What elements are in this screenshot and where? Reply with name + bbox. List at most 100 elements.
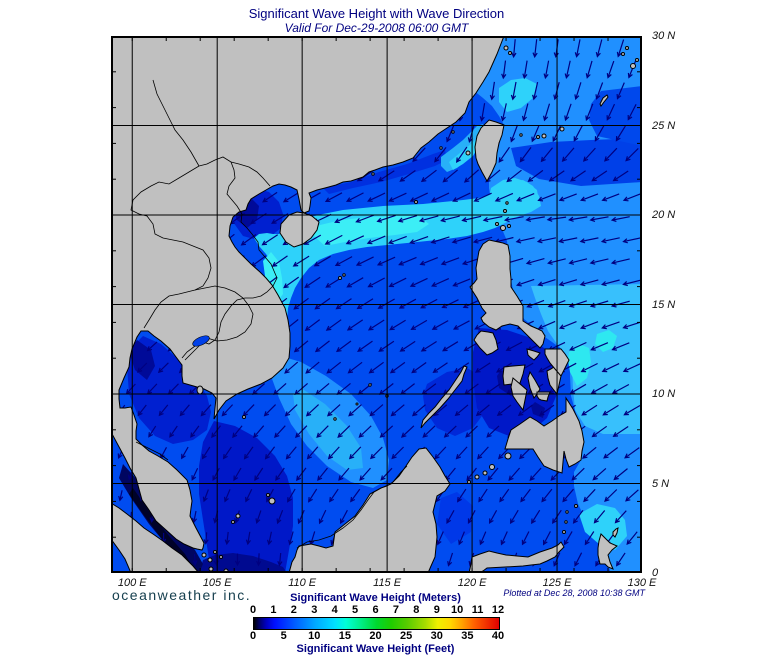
- wave-direction-arrow: [574, 82, 582, 101]
- wave-direction-arrow: [500, 103, 507, 122]
- wave-direction-arrow: [434, 147, 447, 163]
- lon-label: 120 E: [457, 577, 487, 589]
- wave-direction-arrow: [527, 169, 544, 182]
- wave-direction-arrow: [245, 488, 253, 503]
- wave-direction-arrow: [285, 446, 297, 460]
- feet-tick-label: 15: [338, 630, 351, 642]
- wave-direction-arrow: [355, 256, 374, 266]
- land-halmahera: [597, 533, 618, 570]
- wave-direction-arrow: [522, 60, 528, 80]
- wave-direction-arrow: [221, 404, 234, 417]
- lon-label: 110 E: [288, 577, 317, 589]
- wave-direction-arrow: [612, 170, 629, 182]
- wave-direction-arrow: [622, 363, 641, 373]
- wave-direction-arrow: [324, 192, 343, 202]
- wave-direction-arrow: [610, 216, 630, 222]
- wave-direction-arrow: [601, 193, 620, 202]
- wave-direction-arrow: [602, 404, 619, 416]
- wave-direction-arrow: [200, 404, 212, 417]
- wave-direction-arrow: [232, 425, 243, 439]
- wave-direction-arrow: [511, 39, 517, 59]
- wave-direction-arrow: [446, 124, 455, 143]
- wave-direction-arrow: [613, 468, 628, 481]
- wave-direction-arrow: [603, 447, 619, 459]
- wave-direction-arrow: [590, 383, 608, 394]
- wave-direction-arrow: [304, 276, 321, 288]
- wave-direction-arrow: [600, 279, 620, 287]
- wave-direction-arrow: [190, 425, 200, 438]
- land-morotai: [612, 527, 619, 538]
- wave-direction-arrow: [625, 147, 639, 162]
- wave-direction-arrow: [615, 552, 626, 567]
- wave-direction-arrow: [531, 124, 540, 143]
- meters-tick-label: 0: [249, 604, 257, 616]
- wave-direction-arrow: [377, 298, 395, 309]
- wave-direction-arrow: [475, 404, 490, 417]
- land-panay: [502, 364, 526, 386]
- wave-direction-arrow: [614, 510, 627, 524]
- wave-direction-arrow: [478, 488, 488, 503]
- lat-label: 10 N: [652, 388, 676, 400]
- wave-direction-arrow: [611, 383, 630, 394]
- feet-tick-label: 40: [491, 630, 505, 642]
- wave-map-svg: [111, 36, 642, 573]
- meters-tick-label: 5: [352, 604, 359, 616]
- valid-time-subtitle: Valid For Dec-29-2008 06:00 GMT: [284, 21, 469, 35]
- lon-label: 100 E: [117, 577, 147, 589]
- wave-direction-arrow: [579, 279, 599, 287]
- wave-direction-arrow: [292, 255, 310, 267]
- lat-label: 0: [652, 567, 659, 579]
- lat-label: 15 N: [652, 298, 676, 311]
- meters-tick-label: 3: [311, 604, 318, 616]
- wave-direction-arrow: [626, 531, 638, 545]
- wave-direction-arrow: [499, 488, 510, 503]
- wave-direction-arrow: [440, 215, 460, 223]
- wave-direction-arrow: [579, 321, 599, 330]
- wave-direction-arrow: [314, 340, 330, 353]
- wave-direction-arrow: [519, 147, 532, 163]
- wave-direction-arrow: [282, 191, 300, 203]
- wave-direction-arrow: [191, 510, 198, 524]
- wave-direction-arrow: [569, 341, 587, 351]
- wave-direction-arrow: [606, 60, 615, 79]
- wave-direction-arrow: [422, 425, 436, 438]
- wave-direction-arrow: [455, 146, 468, 164]
- wave-direction-arrow: [202, 489, 209, 503]
- wave-direction-arrow: [482, 215, 503, 223]
- wave-direction-arrow: [458, 531, 465, 546]
- wave-direction-arrow: [397, 215, 418, 223]
- wave-direction-arrow: [334, 256, 353, 266]
- meters-tick-label: 8: [413, 604, 420, 616]
- wave-direction-arrow: [400, 425, 415, 438]
- wave-direction-arrow: [203, 532, 209, 545]
- land-china-indochina-malaya: [111, 36, 505, 551]
- wave-direction-arrow: [376, 256, 396, 266]
- wave-direction-arrow: [604, 489, 618, 503]
- wave-direction-arrow: [562, 488, 574, 503]
- wave-direction-arrow: [389, 319, 406, 331]
- wave-direction-arrow: [589, 216, 609, 222]
- land-masses: [111, 36, 639, 573]
- meters-tick-label: 11: [471, 604, 484, 616]
- wave-direction-arrow: [537, 193, 556, 202]
- wave-direction-arrow: [418, 215, 439, 223]
- wave-direction-arrow: [276, 509, 284, 525]
- land-masbate: [526, 348, 541, 361]
- wave-direction-arrow: [624, 447, 640, 459]
- wave-direction-arrow: [325, 319, 342, 331]
- wave-direction-arrow: [452, 192, 471, 202]
- lat-label: 30 N: [652, 30, 676, 42]
- wave-direction-arrow: [515, 278, 535, 287]
- wave-direction-arrow: [346, 319, 364, 331]
- wave-direction-arrow: [369, 404, 384, 417]
- wave-direction-arrow: [306, 446, 319, 460]
- wave-direction-arrow: [595, 82, 604, 100]
- country-borders: [130, 79, 408, 549]
- wave-direction-arrow: [348, 446, 362, 460]
- wave-direction-arrow: [326, 404, 341, 417]
- wave-direction-arrow: [419, 257, 439, 266]
- wave-direction-arrow: [579, 237, 599, 244]
- land-palawan: [420, 365, 468, 429]
- lon-label: 125 E: [542, 577, 572, 589]
- wave-direction-arrow: [181, 446, 189, 460]
